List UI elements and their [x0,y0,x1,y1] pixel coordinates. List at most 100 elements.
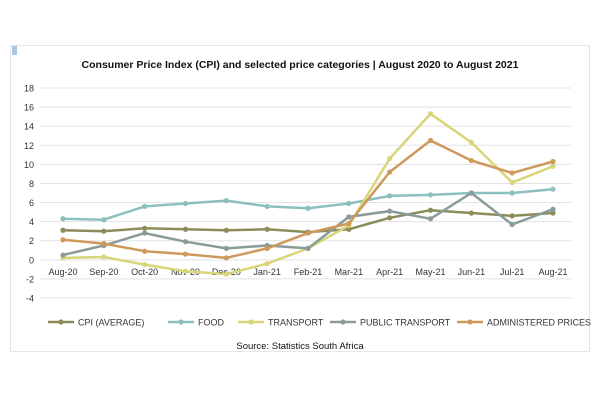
y-tick-label: 16 [24,103,34,113]
data-point [264,245,270,251]
corner-marker [12,46,17,55]
data-point [550,206,556,212]
data-point [223,255,229,261]
y-axis-tick-labels: -4 -2 0 2 4 6 8 10 12 14 16 18 [24,84,34,304]
x-tick-label: Jul-21 [500,267,525,277]
data-point [60,252,66,258]
data-point [550,163,556,169]
data-point [346,220,352,227]
legend-swatch-point [340,319,346,325]
data-point [101,254,107,260]
chart-frame [10,45,590,352]
data-point [509,221,515,228]
data-point [101,217,107,223]
data-point [346,226,352,232]
y-tick-label: 6 [29,198,34,208]
data-point [550,210,556,216]
data-point [142,203,148,209]
data-point [182,226,189,232]
data-point [387,193,393,199]
data-point [387,169,393,175]
y-tick-label: 12 [24,141,34,151]
data-point [305,230,311,236]
data-point [142,261,148,268]
y-tick-label: -4 [26,294,34,304]
data-point [223,245,229,251]
data-point [60,237,66,243]
legend: CPI (AVERAGE) FOOD TRANSPORT PUBLIC TRANSPO… [48,318,591,328]
data-point [305,245,311,251]
data-point [427,192,434,198]
data-point [60,227,66,233]
data-point [223,271,229,277]
data-point [509,170,515,176]
y-tick-label: 14 [24,122,34,132]
legend-label: PUBLIC TRANSPORT [360,318,451,328]
data-point [509,213,515,219]
data-point [509,179,515,186]
data-point [550,158,556,165]
x-tick-label: Mar-21 [335,267,364,277]
data-point [142,230,148,236]
data-point [387,215,393,221]
y-tick-label: -2 [26,274,34,284]
data-point [142,225,148,231]
data-point [468,157,474,164]
data-point [223,227,229,233]
data-point [60,216,66,222]
legend-label: TRANSPORT [268,318,324,328]
data-point [182,251,189,257]
data-point [223,198,229,204]
data-point [427,216,434,222]
x-tick-label: Apr-21 [376,267,403,277]
legend-label: FOOD [198,318,224,328]
x-tick-label: Jun-21 [458,267,486,277]
data-point [387,208,393,214]
data-point [387,156,393,162]
legend-label: CPI (AVERAGE) [78,318,144,328]
data-point [427,207,434,213]
source-note: Source: Statistics South Africa [236,341,364,352]
x-tick-label: Aug-21 [538,267,567,277]
y-tick-label: 2 [29,236,34,246]
gridlines [40,87,571,299]
x-tick-label: Jan-21 [253,267,281,277]
data-point [550,186,556,192]
legend-swatch-point [58,319,64,325]
data-point [264,226,270,232]
legend-swatch-point [248,319,254,325]
legend-swatch-point [178,319,184,325]
data-point [468,139,474,146]
legend-label: ADMINISTERED PRICES [487,318,591,328]
x-tick-label: May-21 [415,267,445,277]
data-point [182,200,189,207]
data-point [142,248,148,254]
data-point [101,240,107,247]
data-point [346,200,352,207]
x-tick-label: Feb-21 [294,267,323,277]
data-point [427,111,434,117]
data-point [264,203,270,209]
x-tick-label: Oct-20 [131,267,158,277]
x-tick-label: Aug-20 [48,267,77,277]
x-tick-label: Sep-20 [89,267,118,277]
data-point [509,190,515,196]
data-point [305,205,311,211]
data-point [468,210,474,216]
series-line [61,187,555,221]
data-point [346,214,352,220]
y-tick-label: 8 [29,179,34,189]
y-tick-label: 0 [29,255,34,265]
y-tick-label: 18 [24,84,34,94]
data-point [182,239,189,245]
legend-swatch-point [467,319,473,325]
data-point [264,261,270,267]
series-points [60,111,556,277]
data-point [468,190,474,196]
chart-title: Consumer Price Index (CPI) and selected … [81,59,519,71]
y-tick-label: 4 [29,217,34,227]
y-tick-label: 10 [24,160,34,170]
x-axis-tick-labels: Aug-20Sep-20Oct-20Nov-20Dec-20Jan-21Feb-… [48,267,567,277]
data-point [182,268,189,274]
